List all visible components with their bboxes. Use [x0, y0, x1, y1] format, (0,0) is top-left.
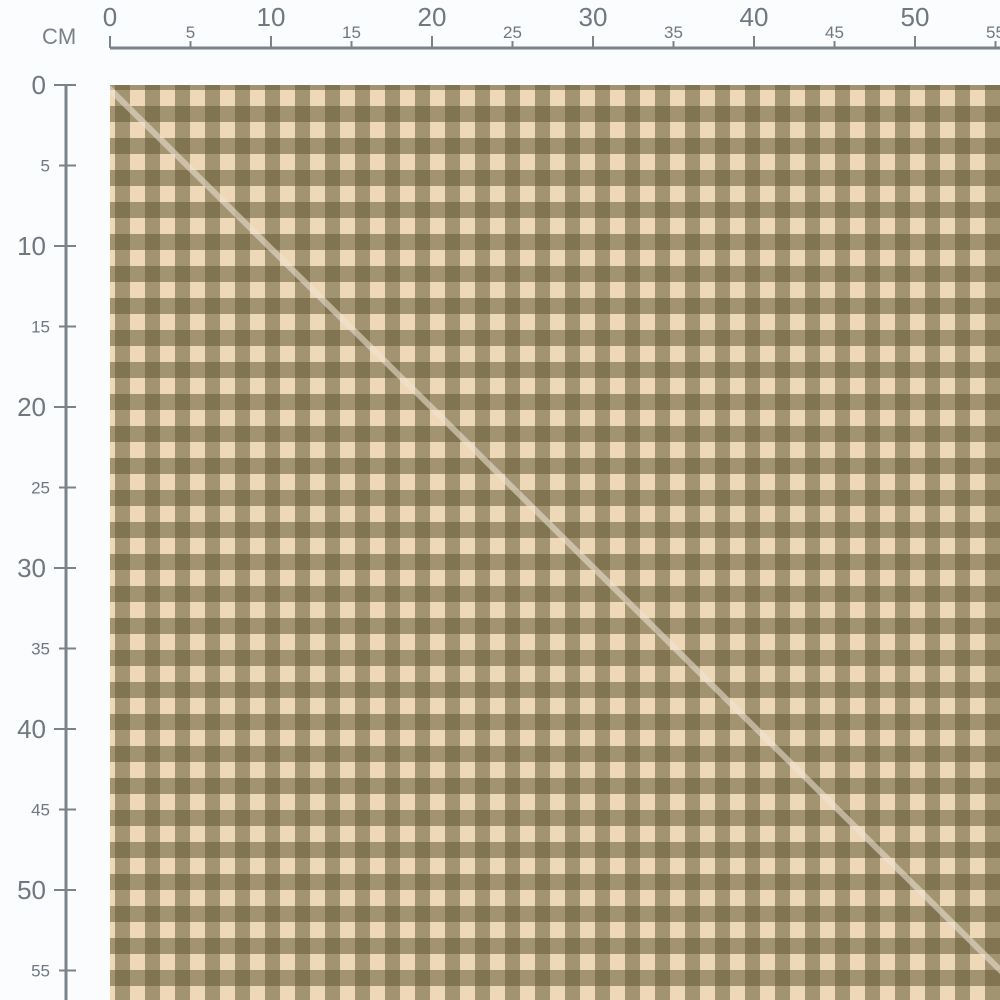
top-tick-label: 0	[103, 2, 117, 32]
top-tick-label: 50	[901, 2, 930, 32]
left-tick-label: 25	[31, 479, 50, 498]
top-tick-label: 15	[342, 23, 361, 42]
left-tick-label: 10	[17, 231, 46, 261]
left-tick-label: 35	[31, 640, 50, 659]
top-tick-label: 30	[579, 2, 608, 32]
left-tick-label: 40	[17, 714, 46, 744]
unit-label: CM	[42, 24, 77, 49]
top-tick-label: 10	[257, 2, 286, 32]
top-tick-label: 20	[418, 2, 447, 32]
top-tick-label: 25	[503, 23, 522, 42]
top-tick-label: 55	[986, 23, 1000, 42]
top-tick-label: 40	[740, 2, 769, 32]
top-tick-label: 35	[664, 23, 683, 42]
left-tick-label: 15	[31, 318, 50, 337]
top-tick-label: 45	[825, 23, 844, 42]
left-tick-label: 50	[17, 875, 46, 905]
left-tick-label: 20	[17, 392, 46, 422]
left-tick-label: 45	[31, 801, 50, 820]
left-tick-label: 5	[41, 157, 50, 176]
left-tick-label: 55	[31, 962, 50, 981]
fabric-swatch	[110, 85, 1000, 1000]
top-tick-label: 5	[186, 23, 195, 42]
left-tick-label: 30	[17, 553, 46, 583]
left-tick-label: 0	[32, 70, 46, 100]
